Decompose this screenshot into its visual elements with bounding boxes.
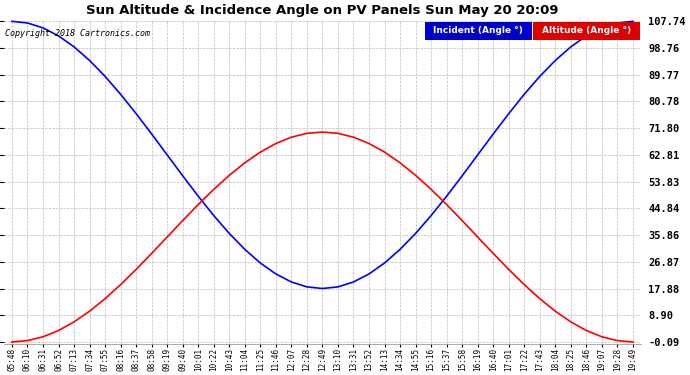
Text: Altitude (Angle °): Altitude (Angle °) <box>542 26 631 35</box>
Title: Sun Altitude & Incidence Angle on PV Panels Sun May 20 20:09: Sun Altitude & Incidence Angle on PV Pan… <box>86 4 559 17</box>
Text: Incident (Angle °): Incident (Angle °) <box>433 26 523 35</box>
Text: Copyright 2018 Cartronics.com: Copyright 2018 Cartronics.com <box>6 29 150 38</box>
